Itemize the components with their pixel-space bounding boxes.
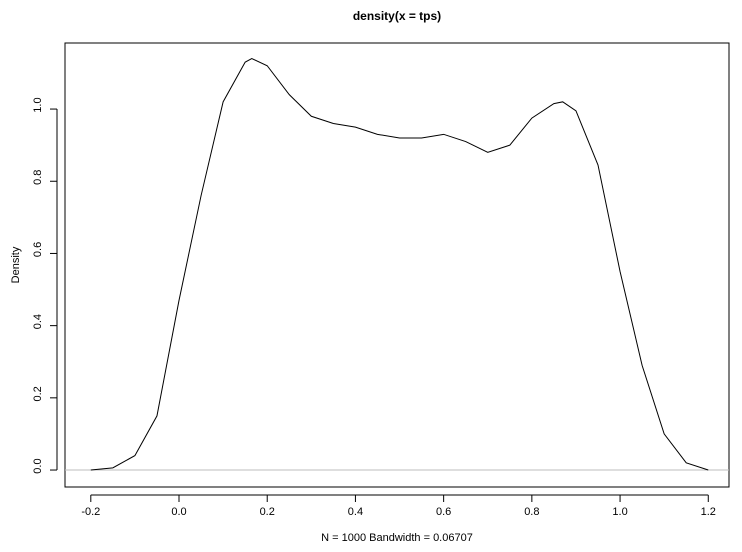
- y-tick-label: 0.6: [32, 242, 44, 257]
- x-tick-label: 1.2: [701, 506, 716, 518]
- y-tick-label: 0.0: [32, 458, 44, 473]
- x-tick-label: 1.0: [612, 506, 627, 518]
- x-tick-label: 0.2: [260, 506, 275, 518]
- y-tick-label: 0.4: [32, 314, 44, 329]
- x-tick-label: -0.2: [81, 506, 100, 518]
- y-tick-label: 1.0: [32, 97, 44, 112]
- y-axis-label: Density: [10, 246, 22, 283]
- x-tick-label: 0.0: [171, 506, 186, 518]
- x-tick-label: 0.8: [524, 506, 539, 518]
- chart-title: density(x = tps): [353, 9, 441, 23]
- y-tick-label: 0.8: [32, 170, 44, 185]
- x-tick-label: 0.6: [436, 506, 451, 518]
- x-axis-label: N = 1000 Bandwidth = 0.06707: [321, 532, 473, 544]
- plot-frame: [64, 42, 730, 488]
- y-tick-label: 0.2: [32, 386, 44, 401]
- x-tick-label: 0.4: [348, 506, 363, 518]
- density-line: [90, 57, 709, 471]
